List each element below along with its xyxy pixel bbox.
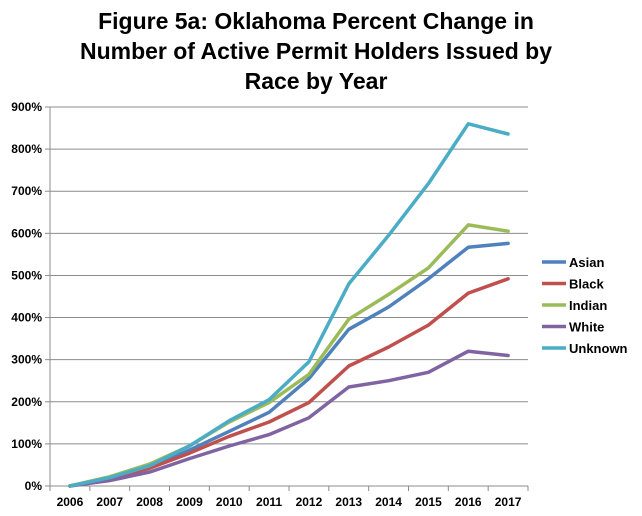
x-tick-label: 2007 — [96, 495, 123, 509]
x-tick-label: 2015 — [415, 495, 442, 509]
x-tick-label: 2017 — [495, 495, 522, 509]
y-tick-label: 600% — [11, 226, 42, 240]
y-tick-label: 700% — [11, 184, 42, 198]
chart-title-line-1: Figure 5a: Oklahoma Percent Change in — [98, 8, 534, 34]
legend-label-asian: Asian — [569, 255, 604, 270]
series-line-unknown — [68, 122, 510, 488]
x-tick-label: 2016 — [455, 495, 482, 509]
y-tick-label: 900% — [11, 100, 42, 114]
legend-label-white: White — [569, 320, 604, 335]
axes — [45, 106, 529, 491]
y-tick-label: 500% — [11, 268, 42, 282]
series-lines — [68, 122, 510, 488]
legend-label-indian: Indian — [569, 298, 607, 313]
legend-label-unknown: Unknown — [569, 341, 628, 356]
x-tick-label: 2008 — [136, 495, 163, 509]
x-tick-label: 2011 — [256, 495, 282, 509]
x-tick-label: 2013 — [335, 495, 362, 509]
legend: Asian Black Indian White Unknown — [542, 255, 628, 356]
gridlines — [50, 106, 528, 445]
chart-title-line-3: Race by Year — [245, 68, 388, 94]
chart-title-line-2: Number of Active Permit Holders Issued b… — [80, 38, 552, 64]
x-tick-label: 2012 — [296, 495, 323, 509]
y-tick-label: 200% — [11, 395, 42, 409]
legend-label-black: Black — [569, 277, 604, 292]
series-line-indian — [68, 223, 510, 488]
y-tick-label: 800% — [11, 142, 42, 156]
y-tick-label: 400% — [11, 311, 42, 325]
x-axis-tick-labels: 2006 2007 2008 2009 2010 2011 2012 2013 2014 2015… — [57, 495, 522, 509]
series-line-black — [68, 277, 510, 488]
y-axis-tick-labels: 0% 100% 200% 300% 400% 500% 600% 700% 800% 900% — [11, 100, 42, 493]
x-tick-label: 2006 — [57, 495, 84, 509]
series-line-white — [68, 349, 510, 488]
x-tick-label: 2010 — [216, 495, 243, 509]
y-tick-label: 100% — [11, 437, 42, 451]
x-tick-label: 2014 — [375, 495, 402, 509]
x-tick-label: 2009 — [176, 495, 203, 509]
y-tick-label: 300% — [11, 353, 42, 367]
y-tick-label: 0% — [25, 479, 43, 493]
